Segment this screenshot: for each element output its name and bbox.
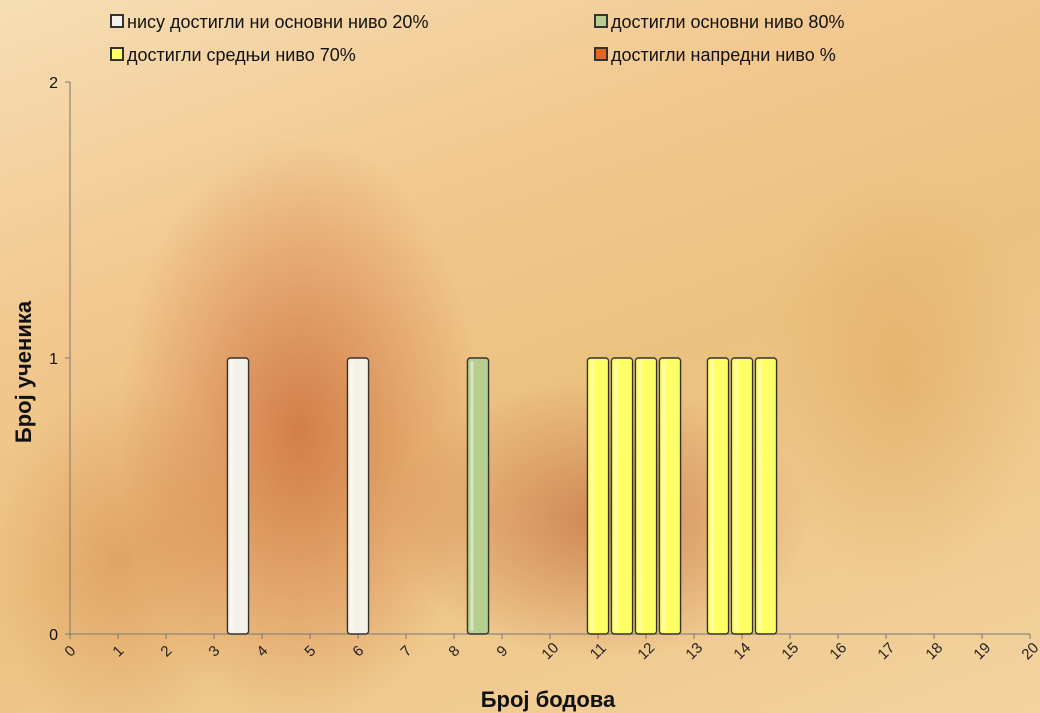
bar-highlight [662,361,666,631]
bar-highlight [638,361,642,631]
x-tick-label: 4 [253,642,271,660]
legend-label-none: нису достигли ни основни ниво 20% [127,12,429,32]
x-tick-label: 2 [157,642,175,660]
bar-intermediate [610,357,634,635]
x-tick-label: 1 [109,642,127,660]
bar-intermediate [730,357,754,635]
x-tick-label: 5 [301,642,319,660]
x-tick-label: 12 [634,639,658,663]
bar-none [226,357,250,635]
x-tick-label: 7 [397,642,415,660]
legend-label-advanced: достигли напредни ниво % [611,45,836,65]
x-tick-label: 8 [445,642,463,660]
y-axis-title: Број ученика [11,300,36,444]
legend-label-intermediate: достигли средњи ниво 70% [127,45,356,65]
bar-basic [466,357,490,635]
y-tick-label: 1 [49,351,58,368]
bar-intermediate [706,357,730,635]
y-tick-label: 2 [49,75,58,92]
bar-highlight [758,361,762,631]
x-tick-label: 13 [682,639,706,663]
bar-highlight [230,361,234,631]
bar-intermediate [634,357,658,635]
bar-intermediate [754,357,778,635]
legend-label-basic: достигли основни ниво 80% [611,12,845,32]
legend-swatch-basic [594,14,608,28]
x-tick-label: 16 [826,639,850,663]
x-tick-label: 9 [493,642,511,660]
bar-highlight [734,361,738,631]
legend-swatch-advanced [594,47,608,61]
bar-highlight [350,361,354,631]
y-tick-label: 0 [49,627,58,644]
legend-swatch-intermediate [110,47,124,61]
legend-swatch-none [110,14,124,28]
bar-highlight [614,361,618,631]
x-tick-label: 17 [874,639,898,663]
x-tick-label: 6 [349,642,367,660]
legend-item-basic: достигли основни ниво 80% [594,11,844,33]
x-tick-label: 15 [778,639,802,663]
x-axis-title: Број бодова [480,687,616,712]
x-tick-label: 10 [538,639,562,663]
x-tick-label: 3 [205,642,223,660]
bar-none [346,357,370,635]
bar-intermediate [658,357,682,635]
x-tick-label: 14 [730,639,754,663]
x-tick-label: 18 [922,639,946,663]
legend-item-intermediate: достигли средњи ниво 70% [110,44,356,66]
bar-highlight [470,361,474,631]
x-tick-label: 20 [1018,639,1040,663]
legend-item-advanced: достигли напредни ниво % [594,44,836,66]
x-tick-label: 0 [61,642,79,660]
x-tick-label: 19 [970,639,994,663]
x-tick-label: 11 [587,640,610,663]
bar-intermediate [586,357,610,635]
bar-highlight [590,361,594,631]
bar-highlight [710,361,714,631]
legend-item-none: нису достигли ни основни ниво 20% [110,11,428,33]
